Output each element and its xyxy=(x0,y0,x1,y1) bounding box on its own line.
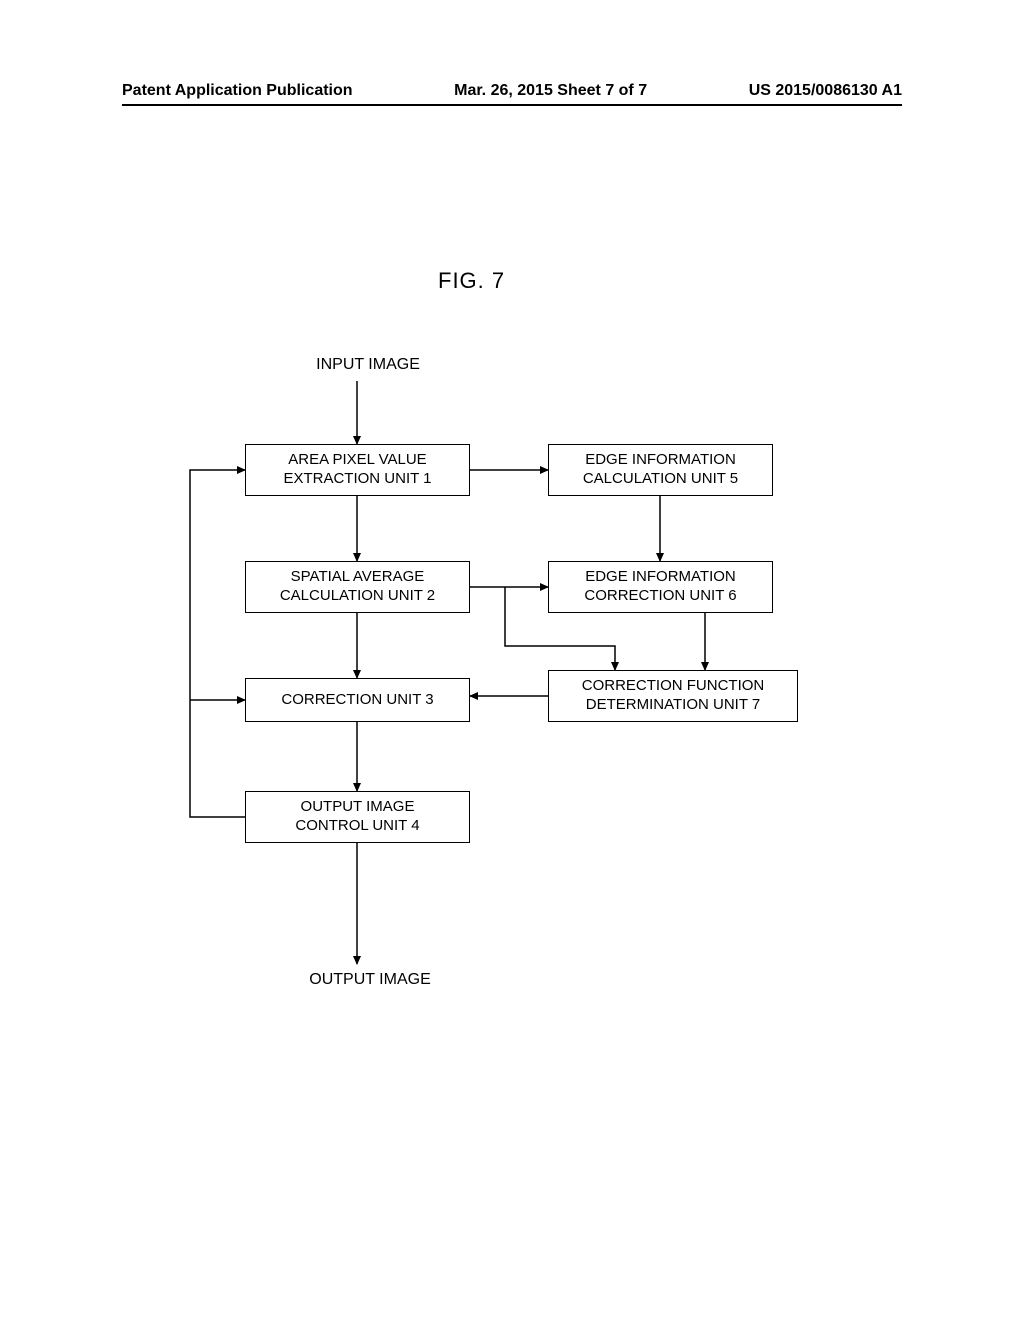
label-output-image: OUTPUT IMAGE xyxy=(290,971,450,989)
header-left: Patent Application Publication xyxy=(122,82,353,100)
arrow-4-feedback-to-1 xyxy=(190,470,245,817)
header-right: US 2015/0086130 A1 xyxy=(749,82,902,100)
node-area-pixel-value-extraction-unit: AREA PIXEL VALUEEXTRACTION UNIT 1 xyxy=(245,444,470,496)
node-edge-information-calculation-unit: EDGE INFORMATIONCALCULATION UNIT 5 xyxy=(548,444,773,496)
node-spatial-average-calculation-unit: SPATIAL AVERAGECALCULATION UNIT 2 xyxy=(245,561,470,613)
figure-title: FIG. 7 xyxy=(438,268,505,294)
page: Patent Application Publication Mar. 26, … xyxy=(0,0,1024,1320)
header-center: Mar. 26, 2015 Sheet 7 of 7 xyxy=(454,82,647,100)
node-output-image-control-unit: OUTPUT IMAGECONTROL UNIT 4 xyxy=(245,791,470,843)
node-edge-information-correction-unit: EDGE INFORMATIONCORRECTION UNIT 6 xyxy=(548,561,773,613)
label-input-image: INPUT IMAGE xyxy=(298,356,438,374)
node-correction-unit: CORRECTION UNIT 3 xyxy=(245,678,470,722)
node-correction-function-determination-unit: CORRECTION FUNCTIONDETERMINATION UNIT 7 xyxy=(548,670,798,722)
page-header: Patent Application Publication Mar. 26, … xyxy=(0,82,1024,100)
header-rule xyxy=(122,104,902,106)
flowchart: INPUT IMAGE OUTPUT IMAGE AREA PIXEL VALU… xyxy=(150,356,910,996)
